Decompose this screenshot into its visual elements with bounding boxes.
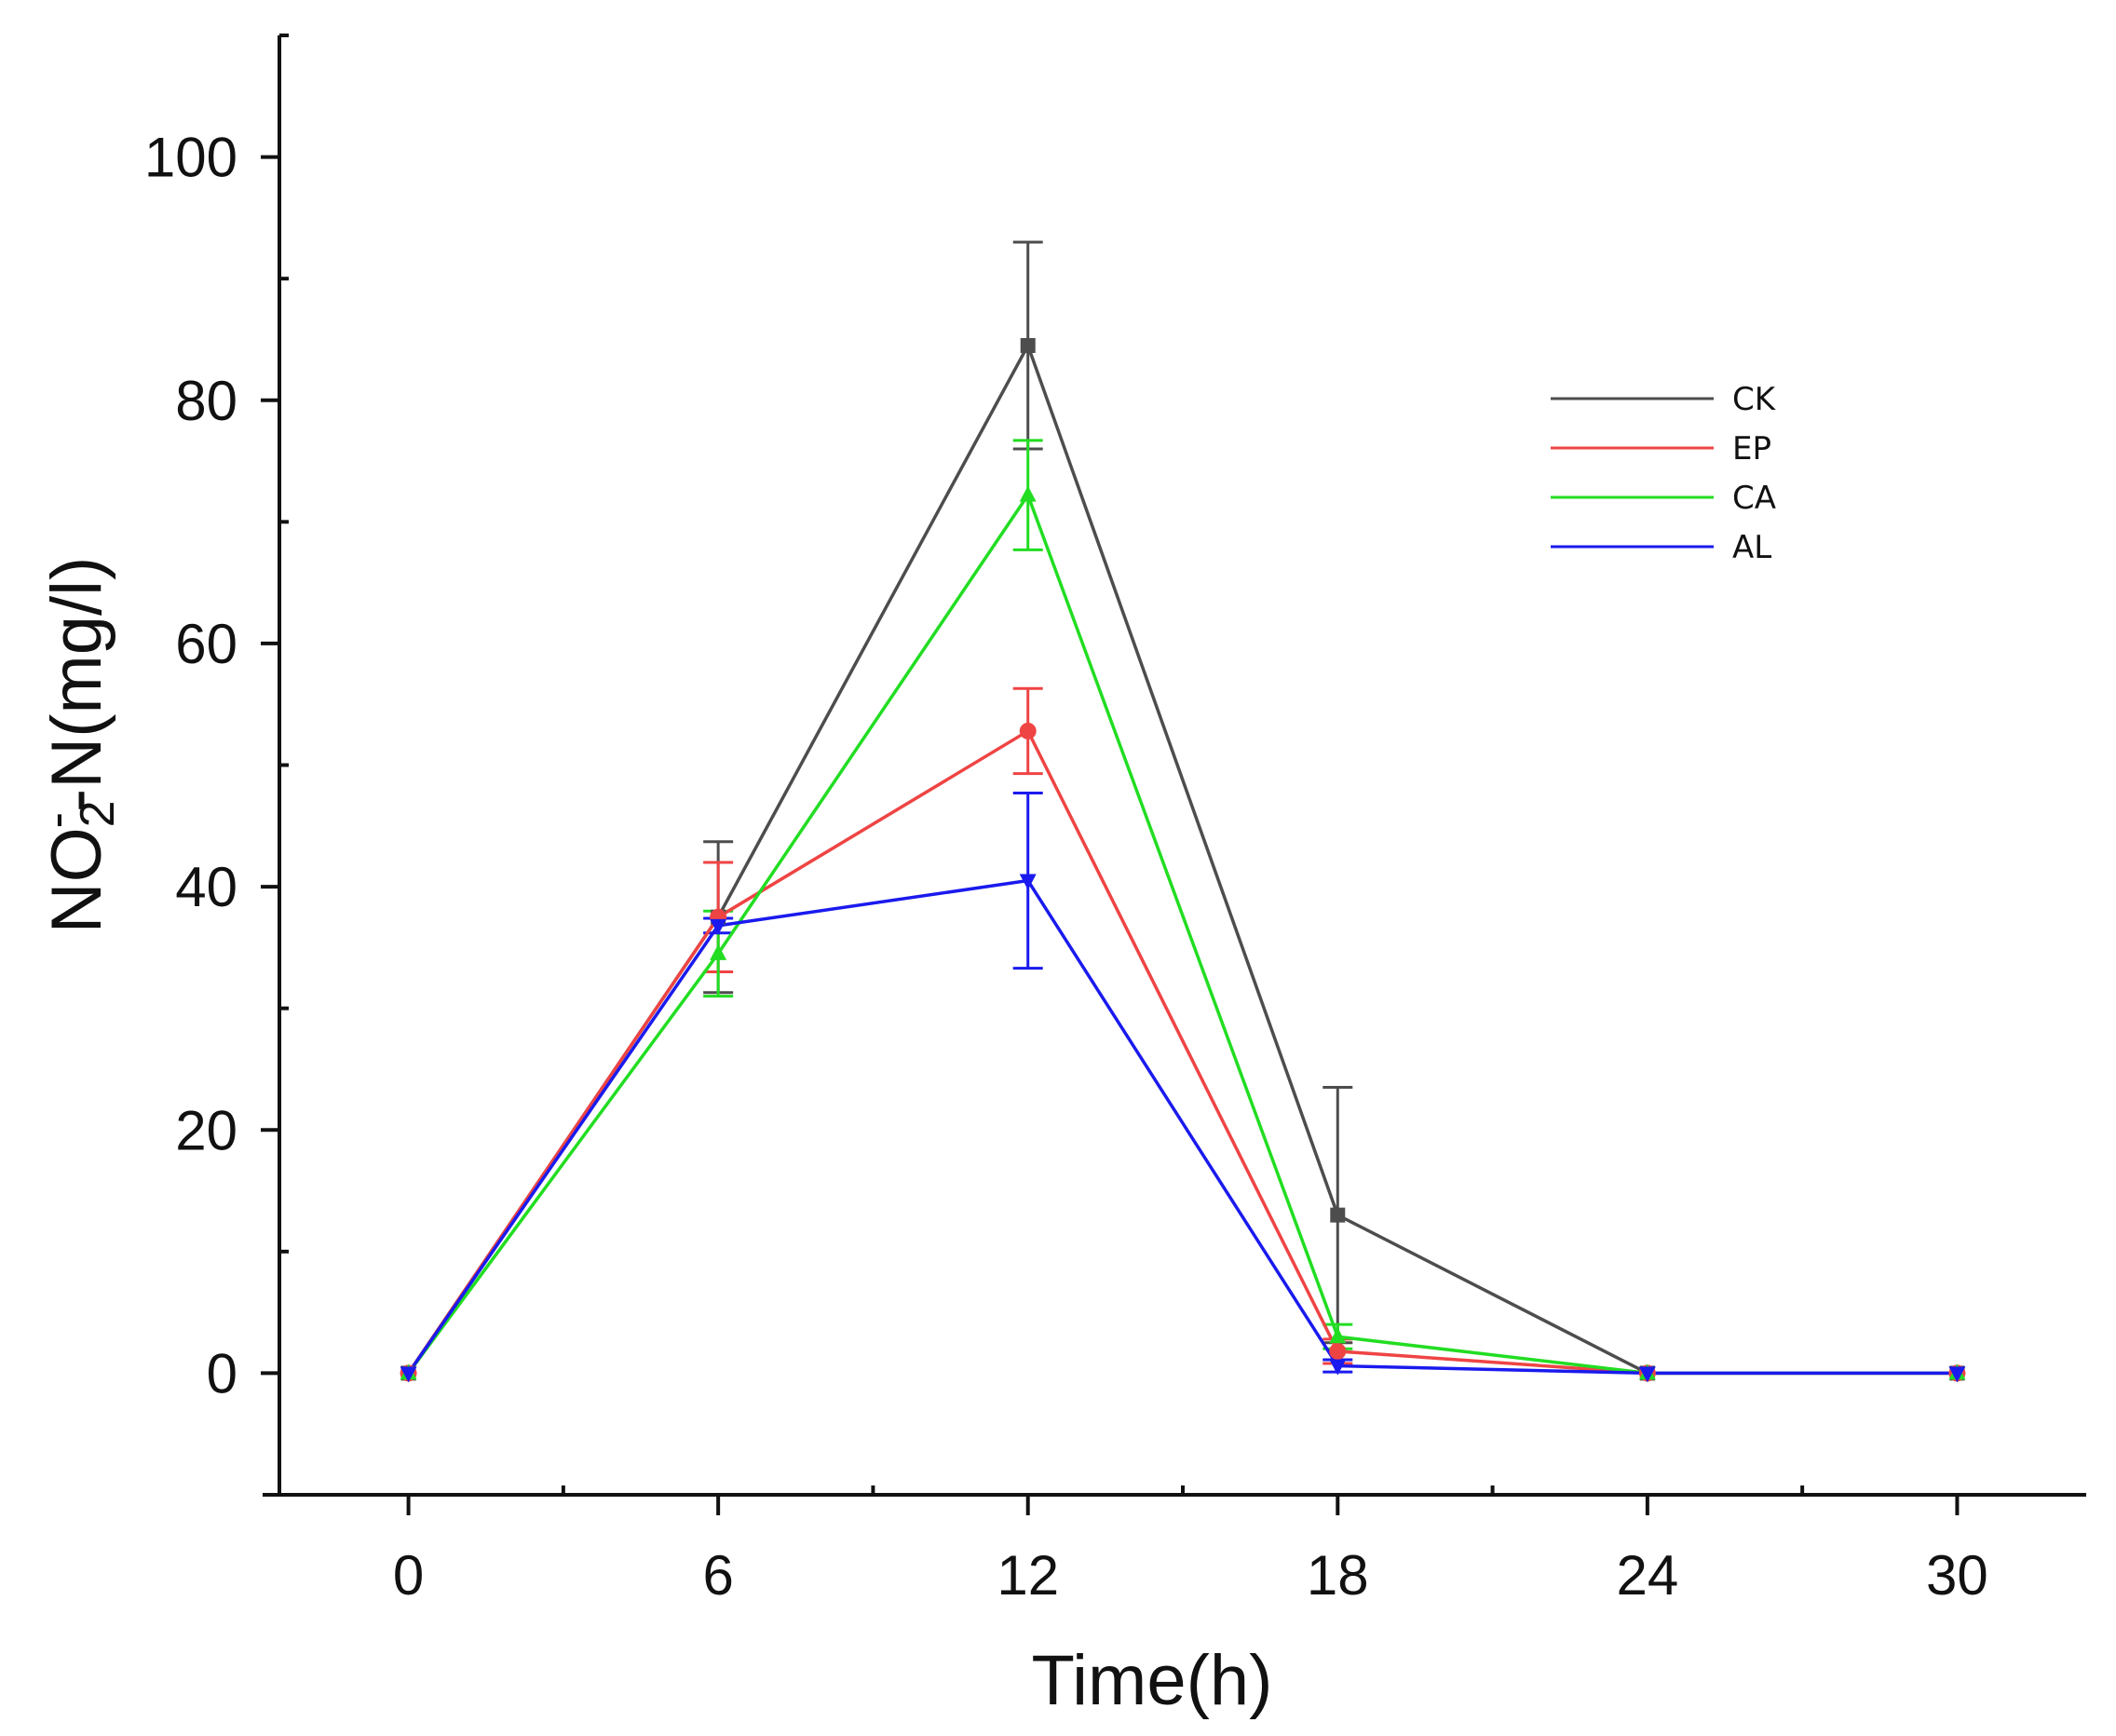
data-point-al <box>710 918 727 935</box>
data-point-ca <box>1019 485 1037 502</box>
series-line-al <box>407 878 1958 1376</box>
y-axis-title-sub: 2 <box>71 800 125 827</box>
legend-item-al: AL <box>1551 529 1771 566</box>
ticks <box>261 34 1960 1515</box>
y-tick-label: 60 <box>175 613 237 675</box>
data-point-ca <box>710 943 727 960</box>
legend-label-ep: EP <box>1732 430 1771 468</box>
data-point-al <box>1948 1366 1966 1383</box>
data-point-ep <box>1329 1342 1347 1360</box>
series-line-ca <box>407 491 1958 1376</box>
series-line-ck <box>407 341 1958 1376</box>
data-point-al <box>1019 874 1037 890</box>
y-tick-label: 0 <box>207 1342 237 1404</box>
x-tick-label: 18 <box>1307 1544 1369 1607</box>
series-markers <box>400 337 1966 1383</box>
legend-item-ep: EP <box>1551 430 1771 468</box>
x-tick-label: 6 <box>702 1544 733 1607</box>
x-tick-label: 30 <box>1926 1544 1988 1607</box>
axes <box>263 35 2086 1497</box>
y-axis-title-sup: - <box>30 812 84 828</box>
data-point-ck <box>1330 1207 1346 1223</box>
x-tick-label: 12 <box>997 1544 1059 1607</box>
data-point-ca <box>1329 1327 1347 1344</box>
data-point-al <box>400 1366 417 1383</box>
data-point-ep <box>1019 722 1037 739</box>
legend-item-ca: CA <box>1551 480 1776 517</box>
y-axis-title-base: NO <box>37 827 116 933</box>
y-axis-title: NO2--N(mg/l) <box>30 557 125 934</box>
data-point-ck <box>1020 337 1036 353</box>
legend-label-ck: CK <box>1732 381 1777 418</box>
legend-item-ck: CK <box>1551 381 1777 418</box>
y-tick-label: 80 <box>175 370 237 432</box>
y-axis-title-rest: -N(mg/l) <box>37 557 116 812</box>
data-point-al <box>1638 1366 1656 1383</box>
y-tick-label: 40 <box>175 856 237 918</box>
data-point-al <box>1329 1359 1347 1376</box>
error-bars <box>703 240 1353 1374</box>
legend-label-ca: CA <box>1732 480 1776 517</box>
tick-labels: 0 20 40 60 80 100 0 6 12 18 24 30 <box>144 127 1988 1607</box>
legend: CK EP CA AL <box>1551 381 1777 566</box>
x-tick-label: 0 <box>393 1544 424 1607</box>
series-line-ep <box>407 728 1958 1376</box>
x-axis-title: Time(h) <box>1032 1641 1273 1720</box>
x-tick-label: 24 <box>1616 1544 1678 1607</box>
y-tick-label: 100 <box>144 127 237 189</box>
series-lines <box>407 341 1958 1376</box>
y-tick-label: 20 <box>175 1099 237 1161</box>
legend-label-al: AL <box>1732 529 1771 566</box>
